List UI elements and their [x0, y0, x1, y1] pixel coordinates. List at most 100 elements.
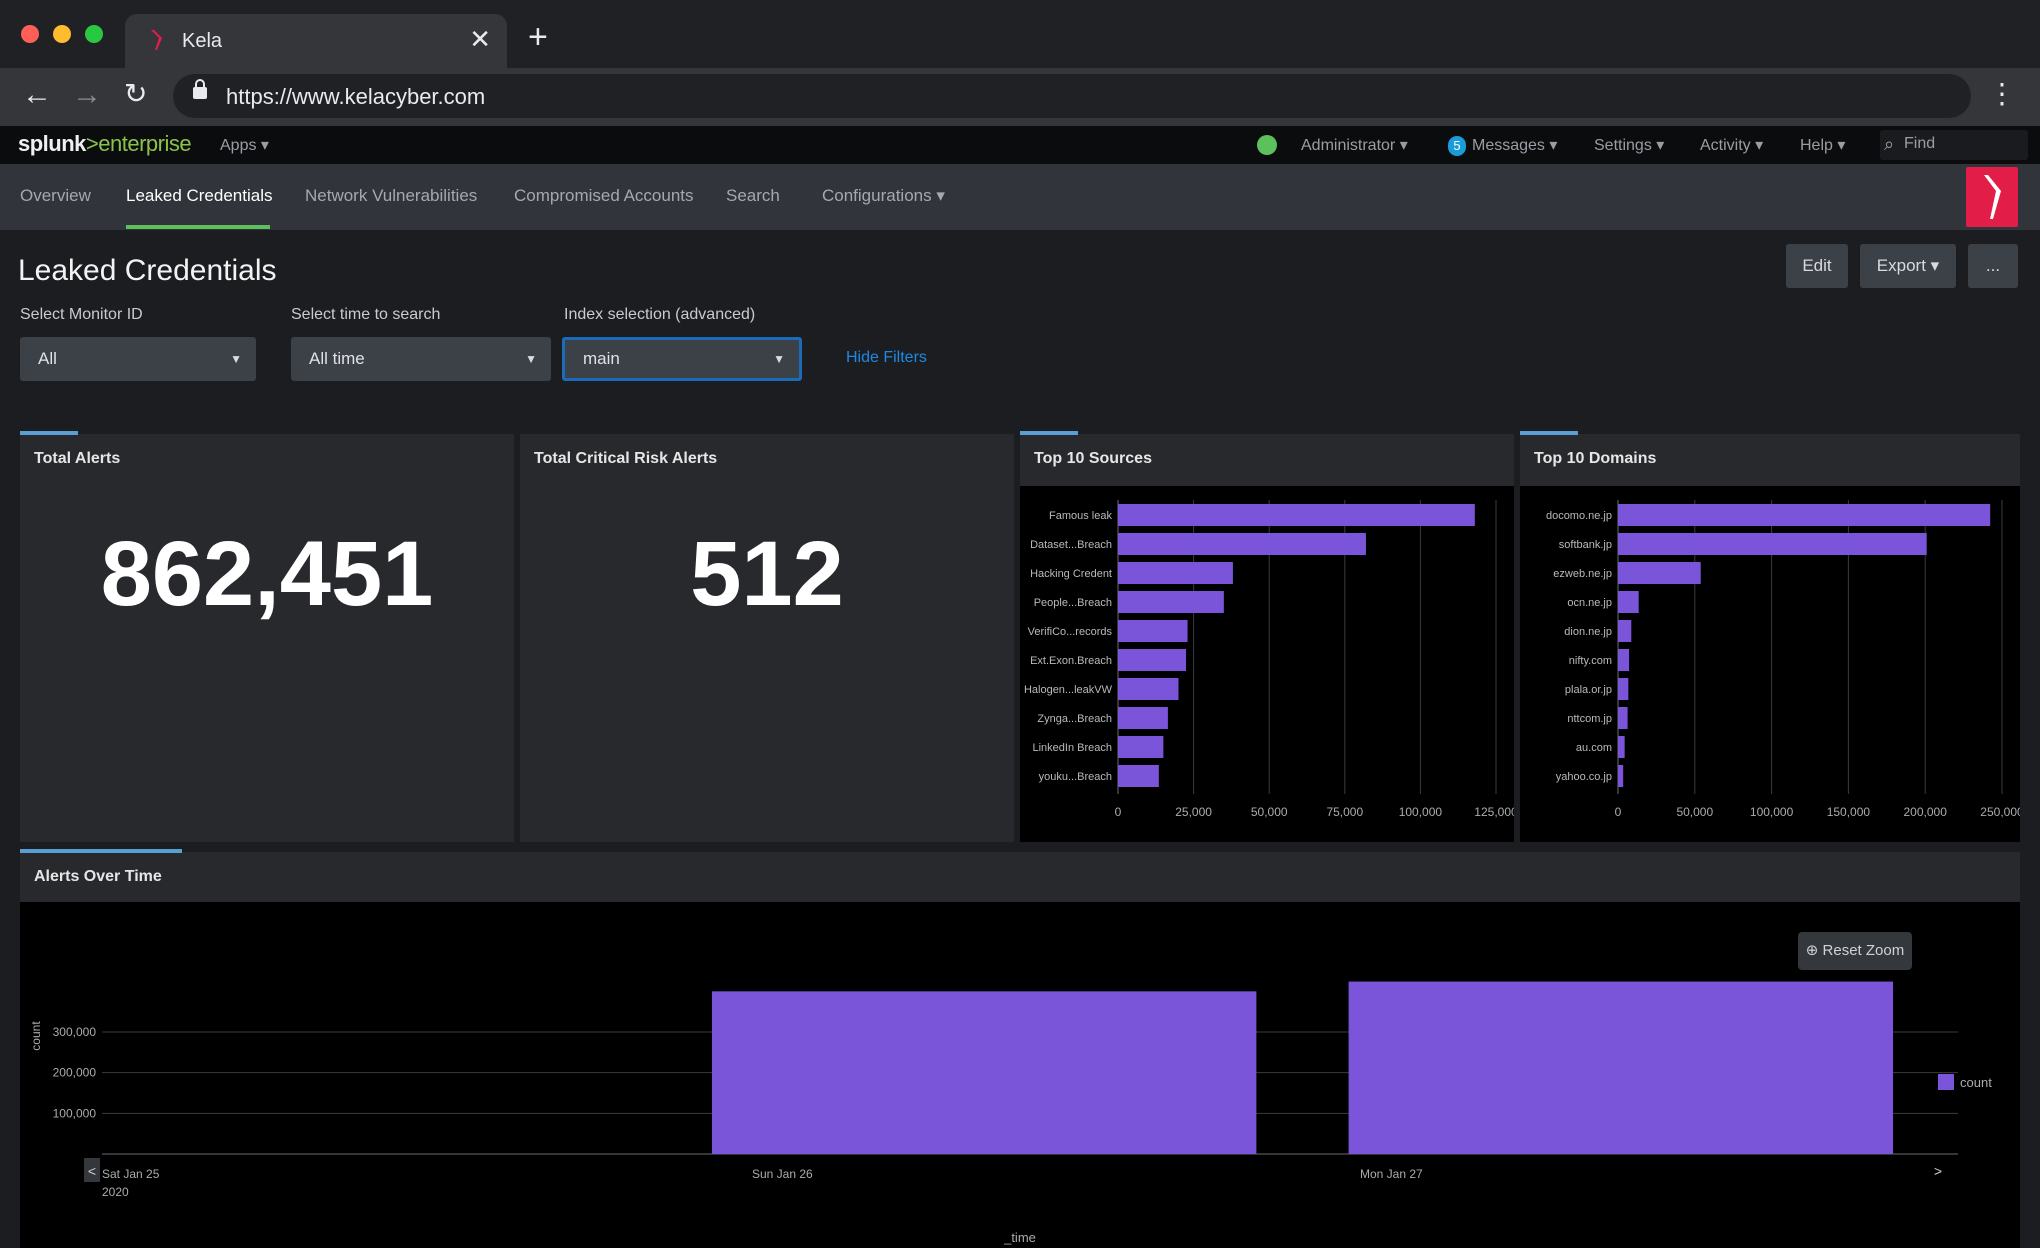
chevron-right-icon: >	[1934, 1163, 1942, 1179]
health-status-icon[interactable]	[1257, 135, 1277, 155]
y-tick-label: 300,000	[53, 1025, 97, 1039]
close-window-button[interactable]	[21, 25, 39, 43]
x-tick-label: 0	[1615, 805, 1622, 819]
tab-overview[interactable]: Overview	[20, 186, 91, 205]
search-icon: ⌕	[1884, 134, 1895, 154]
tab-leaked-credentials[interactable]: Leaked Credentials	[126, 186, 273, 205]
bar	[1118, 678, 1179, 700]
forward-arrow-icon[interactable]: →	[72, 78, 102, 111]
x-axis-title: _time	[1003, 1230, 1036, 1245]
lock-icon	[193, 79, 207, 99]
x-tick-label: 125,000	[1474, 805, 1514, 819]
address-bar: ← → ↻ https://www.kelacyber.com ⋮	[0, 68, 2040, 126]
kela-logo-icon	[151, 30, 162, 50]
panel-accent	[20, 431, 78, 435]
category-label: People...Breach	[1034, 597, 1112, 609]
panel-title: Top 10 Domains	[1534, 450, 1657, 467]
settings-menu[interactable]: Settings ▾	[1594, 137, 1665, 154]
critical-alerts-value[interactable]: 512	[690, 523, 844, 625]
alerts-over-time-chart[interactable]: 100,000 200,000 300,000 Sat Jan 25 Sun Jan 2…	[20, 902, 2020, 1248]
edit-button[interactable]: Edit	[1786, 244, 1848, 288]
y-tick-label: 200,000	[53, 1066, 97, 1080]
time-label: Select time to search	[291, 306, 441, 323]
browser-tab[interactable]: Kela ✕	[125, 14, 507, 68]
minimize-window-button[interactable]	[53, 25, 71, 43]
tab-search[interactable]: Search	[726, 186, 780, 205]
x-tick-label: Sat Jan 25	[102, 1167, 160, 1181]
panel-title: Total Alerts	[34, 450, 121, 467]
logo-suffix: >enterprise	[85, 131, 192, 156]
panel-title: Top 10 Sources	[1034, 450, 1152, 467]
bar	[711, 991, 1257, 1154]
category-label: LinkedIn Breach	[1033, 742, 1113, 754]
browser-tabstrip: Kela ✕ +	[0, 0, 2040, 68]
critical-alerts-panel: Total Critical Risk Alerts 512	[520, 434, 1014, 842]
caret-down-icon: ▼	[773, 352, 785, 366]
close-tab-icon[interactable]: ✕	[469, 24, 491, 54]
kela-app-logo[interactable]	[1966, 167, 2018, 227]
bar	[1118, 765, 1159, 787]
active-tab-indicator	[126, 225, 270, 229]
browser-menu-icon[interactable]: ⋮	[1988, 78, 2016, 109]
back-arrow-icon[interactable]: ←	[22, 78, 52, 111]
legend-label: count	[1960, 1075, 1992, 1090]
tab-configurations[interactable]: Configurations ▾	[822, 186, 945, 205]
bar	[1118, 591, 1224, 613]
splunk-logo[interactable]: splunk>enterprise	[18, 131, 192, 157]
monitor-id-value: All	[38, 349, 57, 368]
export-button[interactable]: Export ▾	[1860, 244, 1956, 288]
x-tick-label: 250,000	[1980, 805, 2020, 819]
category-label: yahoo.co.jp	[1556, 771, 1612, 783]
panel-accent	[20, 849, 182, 853]
x-tick-label: 50,000	[1251, 805, 1288, 819]
x-tick-label: 25,000	[1175, 805, 1212, 819]
messages-label: Messages ▾	[1472, 137, 1558, 154]
index-label: Index selection (advanced)	[564, 306, 756, 323]
category-label: ocn.ne.jp	[1567, 597, 1612, 609]
total-alerts-value[interactable]: 862,451	[100, 523, 434, 625]
chevron-left-icon: <	[88, 1163, 96, 1179]
caret-down-icon: ▼	[230, 352, 242, 366]
bar	[1618, 533, 1927, 555]
legend-swatch	[1938, 1074, 1954, 1090]
reset-zoom-button[interactable]: ⊕ Reset Zoom	[1798, 932, 1912, 970]
url-field[interactable]: https://www.kelacyber.com	[173, 74, 1971, 118]
tab-network-vulnerabilities[interactable]: Network Vulnerabilities	[305, 186, 478, 205]
bar	[1118, 620, 1188, 642]
messages-menu[interactable]: 5 Messages ▾	[1448, 135, 1557, 156]
find-placeholder: Find	[1904, 135, 1936, 152]
category-label: VerifiCo...records	[1028, 626, 1113, 638]
monitor-id-select[interactable]: All ▼	[20, 337, 256, 381]
bar	[1618, 765, 1624, 787]
new-tab-icon[interactable]: +	[528, 18, 548, 56]
y-axis-title: count	[29, 1021, 43, 1051]
category-label: au.com	[1576, 742, 1612, 754]
panel-title: Alerts Over Time	[34, 868, 162, 885]
bar	[1618, 591, 1639, 613]
maximize-window-button[interactable]	[85, 25, 103, 43]
reload-icon[interactable]: ↻	[124, 78, 148, 109]
x-tick-label: 100,000	[1399, 805, 1443, 819]
messages-count-badge: 5	[1448, 136, 1466, 156]
alerts-over-time-panel: Alerts Over Time 100,000 200,000 300,000 Sa…	[20, 849, 2020, 1248]
activity-menu[interactable]: Activity ▾	[1700, 137, 1764, 154]
help-menu[interactable]: Help ▾	[1800, 137, 1846, 154]
category-label: Hacking Credent	[1030, 568, 1112, 580]
apps-menu[interactable]: Apps ▾	[220, 137, 269, 154]
bar	[1618, 504, 1991, 526]
administrator-menu[interactable]: Administrator ▾	[1301, 137, 1408, 154]
hide-filters-link[interactable]: Hide Filters	[846, 349, 927, 366]
top-domains-panel: Top 10 Domains 0 50,000 100,000 150,000 200,…	[1520, 431, 2020, 842]
bar	[1618, 707, 1628, 729]
x-tick-label: Sun Jan 26	[752, 1167, 813, 1181]
time-select[interactable]: All time ▼	[291, 337, 551, 381]
index-select[interactable]: main ▼	[562, 337, 802, 381]
more-actions-button[interactable]: ...	[1968, 244, 2018, 288]
x-tick-label: 50,000	[1676, 805, 1713, 819]
bar	[1118, 504, 1475, 526]
top-sources-chart[interactable]: 0 25,000 50,000 75,000 100,000 125,000 Famous …	[1020, 486, 1514, 842]
tab-compromised-accounts[interactable]: Compromised Accounts	[514, 186, 694, 205]
find-input[interactable]: ⌕ Find	[1880, 130, 2028, 160]
top-domains-chart[interactable]: 0 50,000 100,000 150,000 200,000 250,000 docom…	[1520, 486, 2020, 842]
total-alerts-panel: Total Alerts 862,451	[20, 431, 514, 842]
